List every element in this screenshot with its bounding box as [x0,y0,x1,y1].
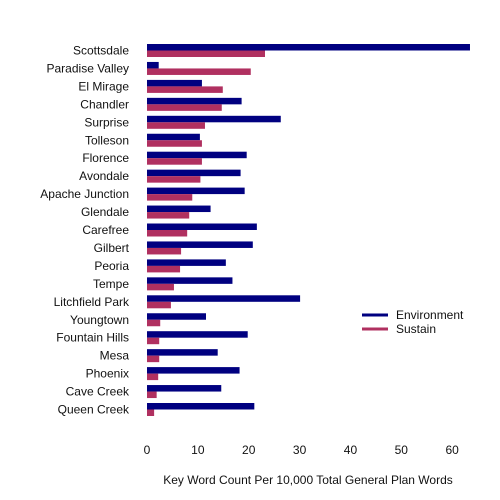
bar-environment-carefree [147,223,257,230]
category-label: Peoria [94,259,129,273]
bar-environment-tempe [147,277,233,284]
bar-sustain-el-mirage [147,86,223,93]
bar-sustain-chandler [147,104,222,111]
bar-environment-glendale [147,205,211,213]
bar-sustain-gilbert [147,247,182,255]
x-tick-label: 60 [446,443,460,457]
bar-sustain-youngtown [147,319,161,327]
bar-sustain-queen-creek [147,409,155,416]
bar-sustain-paradise-valley [147,68,251,75]
category-label: Cave Creek [66,385,130,399]
bar-sustain-peoria [147,265,181,273]
bar-environment-mesa [147,349,218,356]
category-label: Surprise [84,115,129,129]
bar-environment-phoenix [147,367,240,374]
bar-environment-paradise-valley [147,61,159,69]
category-label: Glendale [81,205,129,219]
legend-label-environment: Environment [396,308,464,322]
bar-environment-el-mirage [147,79,202,87]
bar-environment-chandler [147,97,242,105]
bar-environment-gilbert [147,241,253,248]
bar-environment-florence [147,151,247,159]
bar-environment-fountain-hills [147,331,248,338]
bar-sustain-tempe [147,283,174,291]
category-label: Tolleson [85,133,129,147]
category-label: Avondale [79,169,129,183]
category-label: Queen Creek [58,403,130,417]
category-label: Chandler [80,97,129,111]
bar-sustain-avondale [147,176,201,183]
bar-sustain-florence [147,158,202,165]
x-tick-labels: 0 10 20 30 40 50 60 [144,443,460,457]
bar-environment-peoria [147,259,226,266]
bar-sustain-surprise [147,122,205,129]
bar-sustain-carefree [147,230,188,237]
category-labels: Scottsdale Paradise Valley El Mirage Chandl… [40,44,130,417]
x-tick-label: 30 [293,443,307,457]
bar-environment-youngtown [147,313,206,320]
bar-sustain-scottsdale [147,50,265,57]
bar-environment-scottsdale [147,44,470,51]
category-label: Carefree [82,223,129,237]
bar-environment-surprise [147,115,281,123]
bar-environment-apache-junction [147,187,245,195]
category-label: El Mirage [78,79,129,93]
bar-environment-litchfield-park [147,295,301,302]
category-label: Fountain Hills [56,331,129,345]
bar-environment-avondale [147,169,241,177]
bar-environment-tolleson [147,133,200,141]
bar-sustain-apache-junction [147,194,193,201]
category-label: Tempe [93,277,129,291]
bar-sustain-glendale [147,212,190,219]
category-label: Gilbert [94,241,130,255]
bar-sustain-phoenix [147,373,159,381]
x-tick-label: 20 [242,443,256,457]
category-label: Scottsdale [73,44,129,58]
bar-sustain-mesa [147,355,160,363]
bar-sustain-litchfield-park [147,301,171,309]
bar-sustain-fountain-hills [147,337,160,345]
category-label: Phoenix [86,367,129,381]
bar-sustain-tolleson [147,140,202,147]
x-tick-label: 40 [344,443,358,457]
category-label: Florence [82,151,129,165]
category-label: Mesa [100,349,130,363]
category-label: Paradise Valley [47,61,130,75]
legend-label-sustain: Sustain [396,322,436,336]
category-label: Youngtown [70,313,129,327]
x-axis-label: Key Word Count Per 10,000 Total General … [163,473,453,487]
x-tick-label: 0 [144,443,151,457]
x-tick-label: 10 [191,443,205,457]
bar-environment-cave-creek [147,385,222,392]
bar-environment-queen-creek [147,403,255,410]
bar-sustain-cave-creek [147,391,157,399]
category-label: Litchfield Park [54,295,130,309]
category-label: Apache Junction [40,187,129,201]
x-tick-label: 50 [395,443,409,457]
bars-group [147,44,470,416]
